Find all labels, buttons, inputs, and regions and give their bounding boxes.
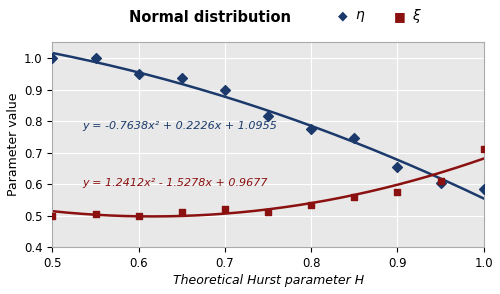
Point — [436, 180, 444, 185]
Point — [264, 210, 272, 215]
Point — [221, 87, 229, 92]
Point — [92, 212, 100, 216]
Text: y = 1.2412x² - 1.5278x + 0.9677: y = 1.2412x² - 1.5278x + 0.9677 — [82, 178, 268, 188]
Text: Normal distribution: Normal distribution — [129, 10, 291, 25]
Point — [134, 213, 142, 218]
Point — [178, 210, 186, 215]
Point — [394, 164, 402, 169]
Point — [480, 186, 488, 191]
Point — [48, 213, 56, 218]
Point — [307, 202, 315, 207]
Text: $\xi$: $\xi$ — [412, 7, 422, 26]
Text: ◆: ◆ — [338, 10, 347, 23]
Point — [134, 71, 142, 76]
Point — [350, 136, 358, 141]
Point — [92, 56, 100, 60]
Text: y = -0.7638x² + 0.2226x + 1.0955: y = -0.7638x² + 0.2226x + 1.0955 — [82, 121, 278, 131]
Point — [221, 207, 229, 212]
Point — [307, 127, 315, 131]
X-axis label: Theoretical Hurst parameter H: Theoretical Hurst parameter H — [172, 274, 364, 287]
Y-axis label: Parameter value: Parameter value — [7, 93, 20, 196]
Point — [178, 76, 186, 81]
Point — [436, 178, 444, 183]
Point — [264, 114, 272, 119]
Text: $\eta$: $\eta$ — [355, 9, 366, 24]
Point — [480, 147, 488, 152]
Point — [48, 56, 56, 60]
Point — [350, 194, 358, 199]
Text: ■: ■ — [394, 10, 406, 23]
Point — [394, 190, 402, 194]
